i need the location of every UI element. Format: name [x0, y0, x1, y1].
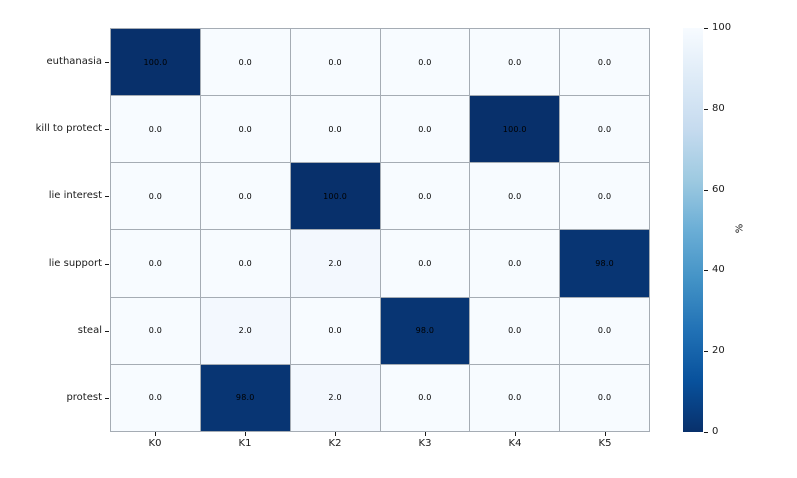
y-tick-label: protest: [66, 392, 102, 404]
y-tick-label: steal: [77, 325, 102, 336]
y-tick-mark: [105, 61, 109, 63]
x-tick-mark: [155, 432, 156, 436]
colorbar-tick-label: 0: [712, 426, 719, 437]
heatmap-cell: 0.0: [111, 230, 200, 297]
heatmap-cell: 98.0: [560, 230, 649, 297]
heatmap-cell: 0.0: [470, 364, 560, 431]
heatmap-cell: 0.0: [200, 96, 290, 163]
heatmap-cell: 2.0: [290, 230, 380, 297]
x-tick-label: K1: [238, 438, 252, 449]
x-tick-mark: [605, 432, 606, 436]
colorbar-tick-label: 20: [712, 345, 725, 357]
heatmap-cell: 0.0: [111, 364, 200, 431]
y-tick-mark: [105, 398, 109, 400]
heatmap-cell: 0.0: [470, 163, 560, 230]
heatmap-cell: 0.0: [200, 230, 290, 297]
heatmap-cell: 0.0: [200, 163, 290, 230]
heatmap-cell: 0.0: [380, 230, 470, 297]
heatmap-grid: 100.0 0.0 0.0 0.0 0.0 0.0 0.0 0.0 0.0 0.0 100.0 0.0…: [110, 28, 650, 432]
colorbar: [683, 28, 703, 432]
heatmap-cell: 0.0: [560, 297, 649, 364]
heatmap-cell: 0.0: [290, 297, 380, 364]
heatmap-cell: 100.0: [111, 29, 200, 96]
heatmap-cell: 2.0: [290, 364, 380, 431]
x-tick-label: K0: [148, 438, 162, 449]
heatmap-cell: 100.0: [290, 163, 380, 230]
heatmap-cell: 0.0: [111, 96, 200, 163]
x-tick-label: K5: [598, 438, 612, 449]
colorbar-tick-mark: [704, 189, 708, 191]
colorbar-tick-label: 60: [712, 183, 725, 195]
y-tick-label: euthanasia: [46, 55, 102, 67]
y-tick-mark: [105, 129, 109, 130]
y-tick-mark: [105, 331, 109, 332]
heatmap-cell: 98.0: [200, 364, 290, 431]
colorbar-tick-mark: [704, 28, 708, 29]
heatmap-cell: 0.0: [290, 96, 380, 163]
colorbar-tick-label: 100: [712, 22, 732, 33]
heatmap-cell: 0.0: [111, 163, 200, 230]
x-tick-label: K3: [418, 438, 432, 449]
colorbar-axis-label: %: [734, 223, 746, 234]
heatmap-cell: 0.0: [200, 29, 290, 96]
heatmap-cell: 0.0: [380, 96, 470, 163]
y-tick-label: kill to protect: [35, 123, 102, 134]
heatmap-cell: 0.0: [380, 163, 470, 230]
heatmap-cell: 0.0: [470, 29, 560, 96]
heatmap-cell: 0.0: [560, 96, 649, 163]
heatmap-cell: 0.0: [470, 230, 560, 297]
x-tick-mark: [515, 432, 516, 436]
x-tick-label: K4: [508, 438, 522, 449]
heatmap-cell: 0.0: [380, 364, 470, 431]
colorbar-tick-label: 40: [712, 264, 725, 276]
heatmap-cell: 0.0: [470, 297, 560, 364]
heatmap-cell: 0.0: [560, 163, 649, 230]
heatmap-cell: 2.0: [200, 297, 290, 364]
colorbar-tick-mark: [704, 351, 708, 353]
y-tick-label: lie interest: [48, 190, 102, 202]
heatmap-cell: 0.0: [111, 297, 200, 364]
x-tick-mark: [245, 432, 246, 436]
colorbar-tick-mark: [704, 270, 708, 272]
y-tick-label: lie support: [48, 257, 102, 269]
y-tick-mark: [105, 263, 109, 265]
colorbar-tick-mark: [704, 432, 708, 433]
heatmap-cell: 0.0: [560, 29, 649, 96]
heatmap-cell: 0.0: [380, 29, 470, 96]
heatmap-cell: 98.0: [380, 297, 470, 364]
y-tick-mark: [105, 196, 109, 198]
heatmap-cell: 0.0: [560, 364, 649, 431]
x-tick-mark: [335, 432, 336, 436]
heatmap-cell: 0.0: [290, 29, 380, 96]
heatmap-cell: 100.0: [470, 96, 560, 163]
colorbar-tick-mark: [704, 108, 708, 110]
x-tick-label: K2: [328, 438, 342, 449]
x-tick-mark: [425, 432, 426, 436]
colorbar-tick-label: 80: [712, 102, 725, 114]
